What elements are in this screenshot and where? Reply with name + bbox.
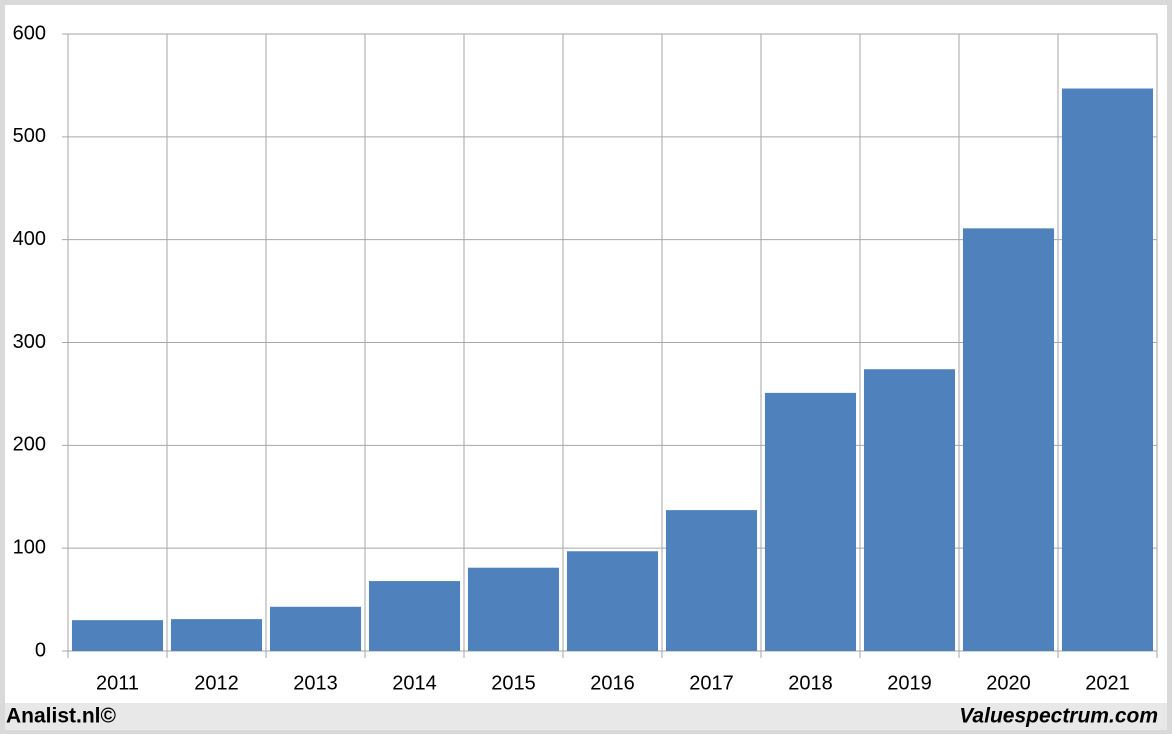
x-tick-label: 2014: [392, 672, 437, 694]
x-tick-label: 2019: [887, 672, 932, 694]
credit-left: Analist.nl©: [6, 705, 117, 728]
x-tick-label: 2011: [96, 672, 139, 694]
y-tick-label: 200: [13, 434, 46, 456]
x-tick-label: 2015: [491, 672, 536, 694]
bar: [467, 567, 560, 651]
bar: [764, 392, 857, 651]
bar: [863, 369, 956, 651]
x-tick-label: 2012: [194, 672, 239, 694]
footer: [5, 703, 1167, 730]
x-tick-label: 2013: [293, 672, 338, 694]
bar: [1061, 88, 1154, 652]
x-tick-label: 2018: [788, 672, 833, 694]
y-tick-label: 100: [13, 536, 46, 558]
bar: [665, 510, 758, 651]
x-tick-label: 2016: [590, 672, 635, 694]
bar: [566, 551, 659, 651]
bar: [269, 606, 362, 651]
bar: [368, 581, 461, 651]
y-tick-label: 400: [13, 228, 46, 250]
bar: [71, 620, 164, 651]
y-tick-label: 0: [35, 639, 46, 661]
credit-right: Valuespectrum.com: [959, 705, 1158, 728]
y-tick-label: 300: [13, 331, 46, 353]
x-tick-label: 2020: [986, 672, 1031, 694]
x-tick-label: 2021: [1085, 672, 1130, 694]
y-tick-label: 600: [13, 22, 46, 44]
bar: [962, 228, 1055, 652]
x-tick-label: 2017: [689, 672, 734, 694]
bar: [170, 619, 263, 651]
y-tick-label: 500: [13, 125, 46, 147]
